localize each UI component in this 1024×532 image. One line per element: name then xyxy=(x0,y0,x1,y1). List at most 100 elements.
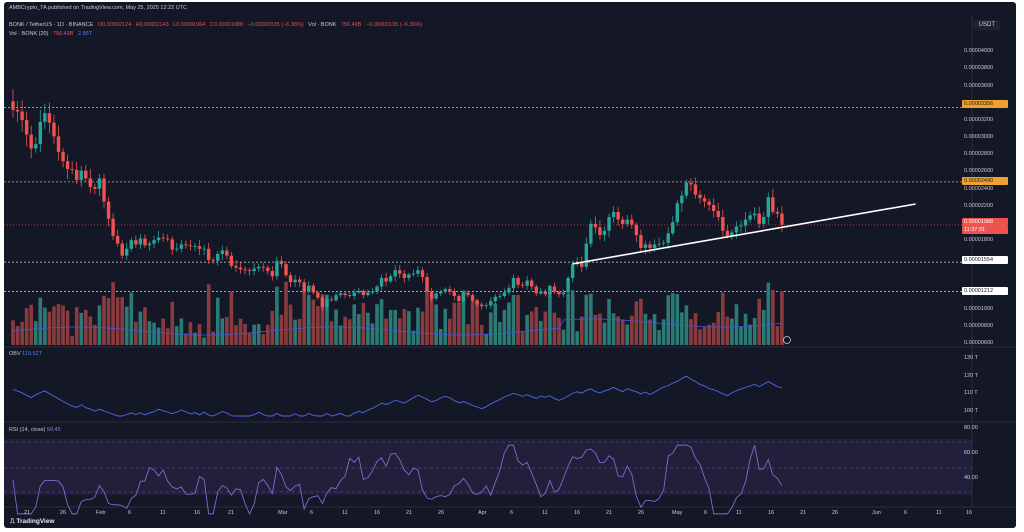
candle xyxy=(693,184,698,195)
price-tick-label: 0.00004000 xyxy=(964,48,994,55)
volume-bar xyxy=(138,311,143,345)
volume-bar xyxy=(689,319,693,345)
candle xyxy=(457,295,461,302)
replay-icon xyxy=(783,336,791,344)
chart-canvas[interactable] xyxy=(4,2,1016,528)
volume-bar xyxy=(175,326,179,345)
time-tick-label: Jun xyxy=(872,510,881,516)
candle xyxy=(79,170,83,181)
candle xyxy=(461,292,466,302)
obv-label[interactable]: OBV xyxy=(9,351,21,357)
volume-bar xyxy=(643,313,648,345)
volume-bar xyxy=(388,310,393,345)
candle xyxy=(489,301,493,306)
volume-bar xyxy=(516,294,520,345)
obv-tick-label: 120 T xyxy=(964,372,978,379)
volume-bar xyxy=(420,311,425,345)
candle xyxy=(475,300,479,305)
price-tick-label: 0.00002600 xyxy=(964,168,994,175)
candle xyxy=(589,223,593,244)
candle xyxy=(393,270,397,277)
candle xyxy=(211,259,215,261)
candle xyxy=(652,244,657,248)
candle xyxy=(625,219,629,224)
volume-ma-label[interactable]: Vol · BONK (20) xyxy=(9,31,49,37)
candle xyxy=(702,198,707,202)
candle xyxy=(657,243,661,245)
volume-bar xyxy=(320,294,325,345)
volume-bar xyxy=(134,321,138,345)
candle xyxy=(329,299,334,301)
volume-bar xyxy=(33,321,38,345)
candle xyxy=(197,246,202,249)
symbol-label[interactable]: BONK / TetherUS · 1D · BINANCE xyxy=(9,22,94,28)
volume-bar xyxy=(370,323,375,345)
volume-bar xyxy=(343,316,347,345)
volume-bar xyxy=(234,325,238,345)
candle xyxy=(680,195,684,204)
candle xyxy=(220,250,224,254)
candle xyxy=(147,243,152,246)
rsi-band xyxy=(4,439,972,495)
volume-bar xyxy=(661,319,666,345)
time-tick-label: 16 xyxy=(374,510,381,516)
volume-bar xyxy=(529,311,534,345)
volume-bar xyxy=(616,316,620,345)
volume-bar xyxy=(502,309,507,345)
volume-bar xyxy=(634,301,639,345)
tradingview-logo[interactable]: ⎍ TradingView xyxy=(10,518,55,526)
candle xyxy=(234,265,238,268)
volume-bar xyxy=(570,290,575,345)
candle xyxy=(502,292,507,296)
candle xyxy=(716,211,720,218)
price-tick-label: 0.00003800 xyxy=(964,65,994,72)
volume-bar xyxy=(575,331,579,345)
candle xyxy=(47,113,52,123)
candle xyxy=(102,178,106,202)
currency-button[interactable]: USDT xyxy=(973,20,1000,30)
volume-bar xyxy=(579,316,584,345)
candle xyxy=(284,264,288,276)
time-tick-label: 21 xyxy=(228,510,235,516)
obv-tick-label: 130 T xyxy=(964,355,978,361)
volume-bar xyxy=(493,303,498,345)
candle xyxy=(607,217,611,231)
candle xyxy=(152,240,156,244)
volume-bar xyxy=(202,337,206,345)
candle xyxy=(243,269,247,271)
volume-bar xyxy=(602,322,607,345)
volume-bar xyxy=(52,306,56,345)
candle xyxy=(766,197,770,218)
time-tick-label: 6 xyxy=(310,510,314,516)
volume-bar xyxy=(743,313,748,345)
time-tick-label: 21 xyxy=(800,510,807,516)
obv-value: 119.52T xyxy=(22,351,42,357)
candle xyxy=(580,262,584,267)
volume-bar xyxy=(229,291,234,345)
candle xyxy=(238,267,243,270)
volume-bar xyxy=(730,318,734,345)
candle xyxy=(15,109,20,112)
candle xyxy=(479,304,484,307)
volume-bar xyxy=(607,298,611,345)
time-tick-label: 6 xyxy=(128,510,132,516)
time-tick-label: 11 xyxy=(736,510,742,516)
rsi-label[interactable]: RSI (14, close) xyxy=(9,427,46,433)
candle xyxy=(247,270,252,272)
volume-bar xyxy=(648,319,652,345)
candle xyxy=(757,213,761,224)
candle xyxy=(725,230,730,236)
candle xyxy=(520,284,525,286)
candle xyxy=(548,286,552,295)
candle xyxy=(302,282,306,292)
volume-bar xyxy=(111,282,115,345)
volume-bar xyxy=(352,304,357,345)
candle xyxy=(320,297,325,308)
volume-bar xyxy=(443,308,448,345)
volume-bar xyxy=(393,309,397,345)
candle xyxy=(270,271,275,277)
candle xyxy=(188,245,193,247)
candle xyxy=(125,248,129,256)
volume-bar xyxy=(261,334,266,345)
candle xyxy=(84,170,88,179)
